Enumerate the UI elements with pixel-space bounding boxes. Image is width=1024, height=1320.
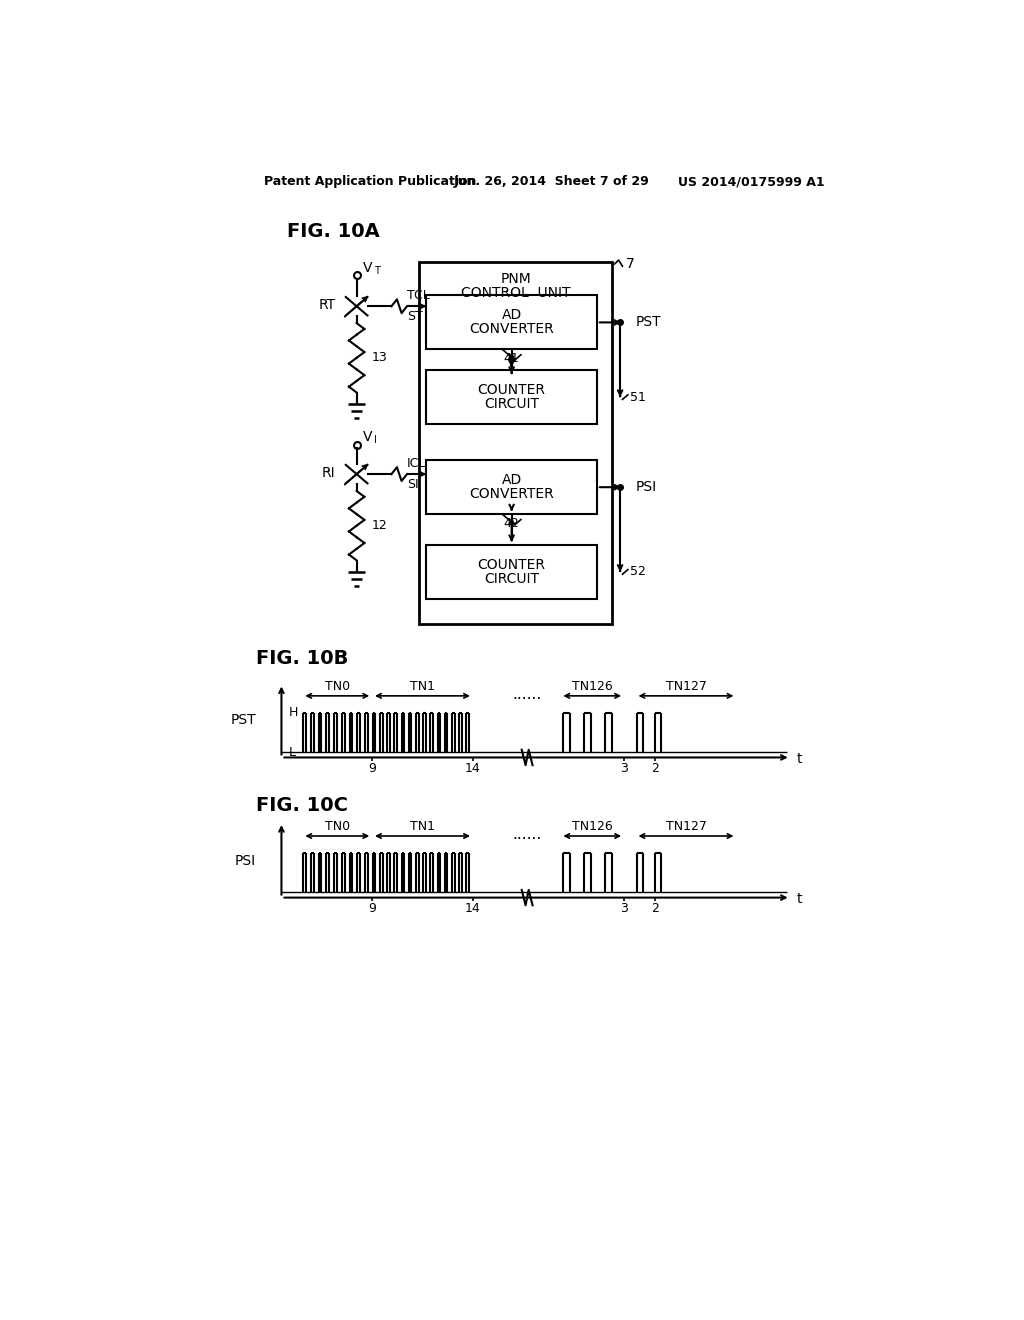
Text: RI: RI bbox=[323, 466, 336, 479]
Text: 7: 7 bbox=[627, 257, 635, 271]
Text: TN1: TN1 bbox=[410, 680, 435, 693]
Text: ST: ST bbox=[407, 310, 423, 323]
Text: ......: ...... bbox=[512, 826, 542, 842]
Text: ......: ...... bbox=[512, 686, 542, 702]
Text: 51: 51 bbox=[630, 391, 646, 404]
Text: t: t bbox=[797, 752, 803, 766]
Text: PST: PST bbox=[636, 315, 662, 330]
Text: 2: 2 bbox=[651, 762, 658, 775]
Text: RT: RT bbox=[318, 298, 336, 312]
Text: CONTROL  UNIT: CONTROL UNIT bbox=[461, 286, 570, 300]
Text: TN127: TN127 bbox=[666, 680, 707, 693]
Bar bbox=[426, 370, 597, 424]
Text: 14: 14 bbox=[465, 902, 480, 915]
Text: CONVERTER: CONVERTER bbox=[469, 487, 554, 502]
Text: TN0: TN0 bbox=[325, 820, 350, 833]
Text: 12: 12 bbox=[372, 519, 388, 532]
Text: 9: 9 bbox=[369, 902, 376, 915]
Text: ICL: ICL bbox=[407, 457, 426, 470]
Text: t: t bbox=[797, 892, 803, 906]
Text: CONVERTER: CONVERTER bbox=[469, 322, 554, 337]
Text: COUNTER: COUNTER bbox=[477, 558, 546, 572]
Text: PSI: PSI bbox=[636, 480, 656, 494]
Text: TN1: TN1 bbox=[410, 820, 435, 833]
Text: 13: 13 bbox=[372, 351, 388, 364]
Text: PST: PST bbox=[230, 714, 256, 727]
Text: 52: 52 bbox=[630, 565, 646, 578]
Text: 41: 41 bbox=[504, 352, 519, 366]
Text: 2: 2 bbox=[651, 902, 658, 915]
Text: CIRCUIT: CIRCUIT bbox=[484, 397, 539, 411]
Text: TN0: TN0 bbox=[325, 680, 350, 693]
Text: PSI: PSI bbox=[234, 854, 256, 867]
Text: SI: SI bbox=[407, 478, 419, 491]
Bar bbox=[419, 263, 612, 624]
Text: CIRCUIT: CIRCUIT bbox=[484, 572, 539, 586]
Bar bbox=[426, 296, 597, 350]
Text: Jun. 26, 2014  Sheet 7 of 29: Jun. 26, 2014 Sheet 7 of 29 bbox=[454, 176, 649, 187]
Text: PNM: PNM bbox=[500, 272, 530, 286]
Bar bbox=[426, 461, 597, 515]
Text: Patent Application Publication: Patent Application Publication bbox=[263, 176, 476, 187]
Text: 9: 9 bbox=[369, 762, 376, 775]
Text: FIG. 10A: FIG. 10A bbox=[287, 222, 380, 242]
Text: TCL: TCL bbox=[407, 289, 430, 302]
Text: V: V bbox=[362, 261, 373, 275]
Text: 14: 14 bbox=[465, 762, 480, 775]
Text: H: H bbox=[289, 706, 299, 719]
Text: 3: 3 bbox=[621, 902, 628, 915]
Text: TN126: TN126 bbox=[571, 680, 612, 693]
Text: FIG. 10C: FIG. 10C bbox=[256, 796, 348, 814]
Text: AD: AD bbox=[502, 474, 522, 487]
Text: FIG. 10B: FIG. 10B bbox=[256, 649, 348, 668]
Text: V: V bbox=[362, 430, 373, 444]
Text: L: L bbox=[289, 746, 296, 759]
Text: AD: AD bbox=[502, 309, 522, 322]
Bar bbox=[426, 545, 597, 599]
Text: I: I bbox=[374, 436, 377, 445]
Text: US 2014/0175999 A1: US 2014/0175999 A1 bbox=[678, 176, 825, 187]
Text: TN127: TN127 bbox=[666, 820, 707, 833]
Text: COUNTER: COUNTER bbox=[477, 383, 546, 397]
Text: TN126: TN126 bbox=[571, 820, 612, 833]
Text: 3: 3 bbox=[621, 762, 628, 775]
Text: T: T bbox=[374, 265, 380, 276]
Text: 42: 42 bbox=[504, 517, 519, 529]
